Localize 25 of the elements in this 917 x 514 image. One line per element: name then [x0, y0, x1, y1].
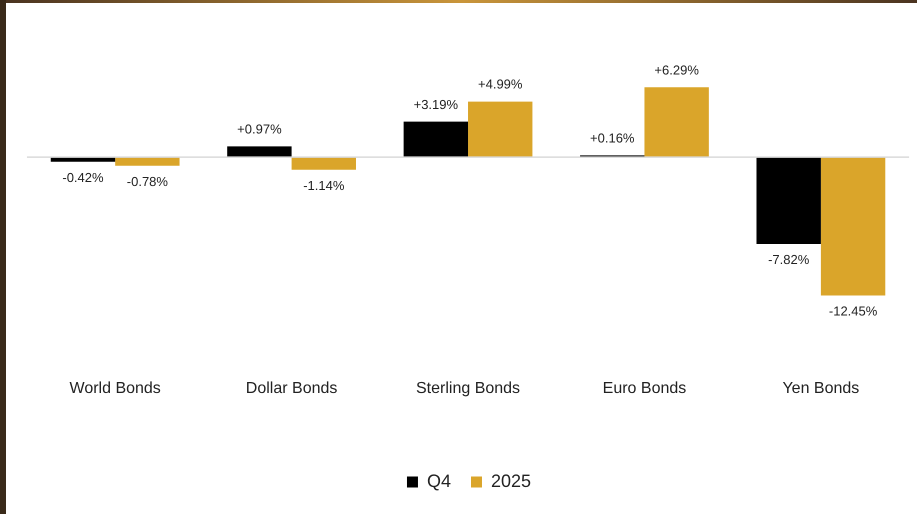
- data-label: +0.97%: [237, 121, 282, 136]
- bar: [115, 157, 180, 166]
- legend-label: 2025: [490, 470, 532, 491]
- data-label: +4.99%: [478, 76, 523, 92]
- data-label: -7.82%: [768, 252, 810, 268]
- x-tick-label: Sterling Bonds: [416, 380, 520, 397]
- data-label: -1.14%: [303, 178, 345, 193]
- bar: [820, 157, 886, 296]
- x-tick-label: Euro Bonds: [602, 380, 686, 397]
- bar: [227, 146, 292, 158]
- bar: [404, 122, 468, 158]
- bar: [644, 87, 709, 158]
- x-tick-label: Dollar Bonds: [246, 380, 338, 397]
- data-label: -12.45%: [828, 304, 878, 319]
- bar: [756, 157, 821, 244]
- bar: [468, 102, 532, 158]
- legend-label: Q4: [426, 470, 451, 491]
- data-label: -0.42%: [62, 170, 104, 185]
- bar: [292, 157, 356, 170]
- data-label: +6.29%: [654, 62, 700, 78]
- x-tick-label: World Bonds: [70, 380, 161, 397]
- data-label: +0.16%: [590, 130, 635, 146]
- data-label: +3.19%: [414, 96, 458, 112]
- x-tick-label: Yen Bonds: [782, 380, 860, 397]
- data-label: -0.78%: [126, 174, 168, 189]
